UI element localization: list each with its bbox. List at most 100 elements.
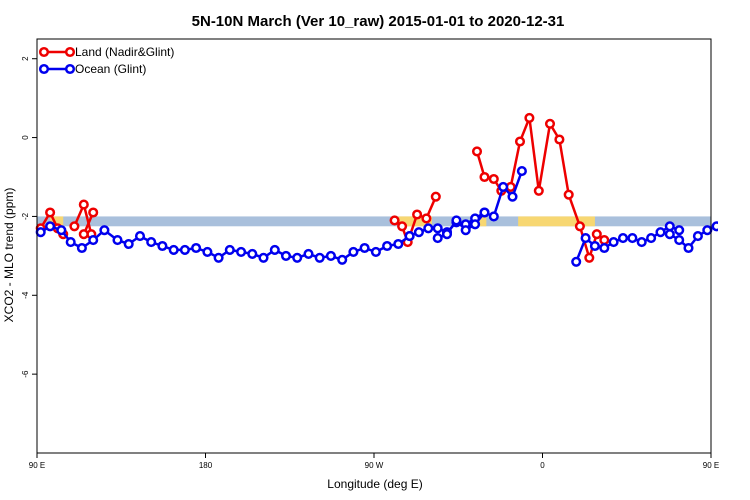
- legend-ocean-marker: [38, 63, 50, 75]
- land-data-point: [574, 221, 585, 232]
- y-tick-label: -4: [21, 291, 30, 299]
- y-tick-label: 2: [21, 56, 30, 61]
- legend-ocean-marker: [64, 63, 76, 75]
- legend-land-marker: [64, 46, 76, 58]
- land-data-point: [544, 118, 556, 129]
- legend: Land (Nadir&Glint) Ocean (Glint): [38, 45, 174, 76]
- ocean-data-point: [314, 252, 325, 263]
- ocean-data-point: [655, 227, 666, 238]
- ocean-data-point: [99, 225, 110, 236]
- land-data-point: [45, 207, 56, 218]
- highlight-fill: [518, 216, 595, 227]
- y-tick-label: 0: [21, 135, 30, 140]
- land-data-point: [533, 185, 544, 196]
- ocean-data-point: [664, 229, 675, 240]
- x-tick-label: 0: [540, 461, 545, 470]
- ocean-data-point: [134, 231, 146, 242]
- ocean-data-point: [247, 248, 258, 259]
- ocean-data-point: [112, 235, 123, 246]
- ocean-data-point: [146, 237, 157, 248]
- ocean-data-point: [269, 244, 280, 255]
- ocean-data-point: [56, 225, 67, 236]
- ocean-data-point: [571, 256, 582, 267]
- ocean-data-point: [460, 225, 471, 236]
- land-data-point: [524, 112, 535, 123]
- ocean-data-point: [432, 223, 443, 234]
- highlight-fill: [50, 216, 64, 227]
- land-data-point: [471, 146, 483, 157]
- ocean-data-point: [692, 231, 703, 242]
- ocean-series-line: [40, 225, 411, 262]
- ocean-data-point: [413, 227, 424, 238]
- legend-land-label: Land (Nadir&Glint): [75, 45, 174, 59]
- ocean-data-point: [157, 240, 168, 252]
- ocean-data-point: [646, 233, 657, 244]
- ocean-data-point: [470, 219, 481, 230]
- ocean-data-point: [702, 225, 713, 236]
- ocean-data-point: [617, 233, 629, 244]
- ocean-data-point: [393, 238, 404, 250]
- ocean-data-point: [423, 223, 434, 234]
- ocean-data-point: [627, 233, 638, 244]
- ocean-data-point: [488, 211, 499, 222]
- x-tick-label: 90 E: [29, 461, 45, 470]
- ocean-data-point: [280, 250, 292, 261]
- ocean-data-point: [451, 215, 462, 226]
- ocean-data-point: [711, 221, 718, 232]
- ocean-data-point: [191, 242, 202, 254]
- x-axis-label: Longitude (deg E): [327, 477, 422, 491]
- ocean-data-point: [292, 252, 303, 263]
- land-data-point: [430, 191, 441, 202]
- ocean-data-point: [88, 235, 99, 246]
- ocean-data-point: [168, 244, 179, 255]
- ocean-data-point: [441, 229, 453, 240]
- ocean-data-point: [589, 240, 600, 252]
- ocean-data-point: [479, 207, 490, 218]
- legend-ocean-label: Ocean (Glint): [75, 62, 146, 76]
- land-data-point: [488, 173, 499, 185]
- ocean-data-point: [45, 221, 56, 232]
- ocean-data-point: [359, 242, 370, 254]
- ocean-data-point: [664, 221, 675, 232]
- land-data-point: [563, 189, 574, 200]
- ocean-data-point: [337, 254, 348, 265]
- land-data-point: [69, 221, 80, 232]
- legend-land-marker: [38, 46, 50, 58]
- plot-area: 90 E 180 90 W 0 90 E 2 0 -2 -4 -6: [21, 38, 719, 470]
- ocean-data-point: [76, 242, 87, 254]
- ocean-data-point: [303, 248, 314, 259]
- land-data-point: [554, 134, 565, 145]
- ocean-data-point: [599, 242, 610, 254]
- ocean-data-point: [224, 244, 235, 255]
- marks-layer: [35, 112, 718, 267]
- reference-band: [37, 216, 711, 227]
- ocean-data-point: [516, 166, 527, 177]
- ocean-data-point: [580, 233, 591, 244]
- ocean-data-point: [348, 246, 359, 257]
- ocean-data-point: [202, 246, 213, 257]
- ocean-data-point: [123, 238, 134, 250]
- ocean-data-point: [179, 244, 190, 255]
- ocean-data-point: [325, 250, 336, 261]
- land-data-point: [412, 209, 423, 220]
- ocean-data-point: [507, 191, 518, 202]
- land-data-point: [584, 252, 595, 263]
- highlight-fill: [473, 216, 487, 227]
- ocean-data-point: [674, 225, 685, 236]
- y-tick-label: -2: [21, 212, 30, 220]
- ocean-data-point: [498, 181, 509, 192]
- y-axis-label: XCO2 - MLO trend (ppm): [2, 188, 16, 323]
- ocean-data-point: [404, 231, 415, 242]
- ocean-data-point: [683, 242, 694, 254]
- ocean-data-point: [382, 240, 393, 252]
- land-data-point: [514, 136, 526, 147]
- chart-title: 5N-10N March (Ver 10_raw) 2015-01-01 to …: [192, 13, 565, 30]
- land-data-point: [591, 229, 602, 240]
- land-data-point: [479, 171, 490, 183]
- ocean-data-point: [213, 252, 224, 263]
- ocean-data-point: [35, 227, 46, 238]
- land-data-point: [397, 221, 408, 232]
- land-data-point: [389, 215, 400, 226]
- land-data-point: [599, 235, 610, 246]
